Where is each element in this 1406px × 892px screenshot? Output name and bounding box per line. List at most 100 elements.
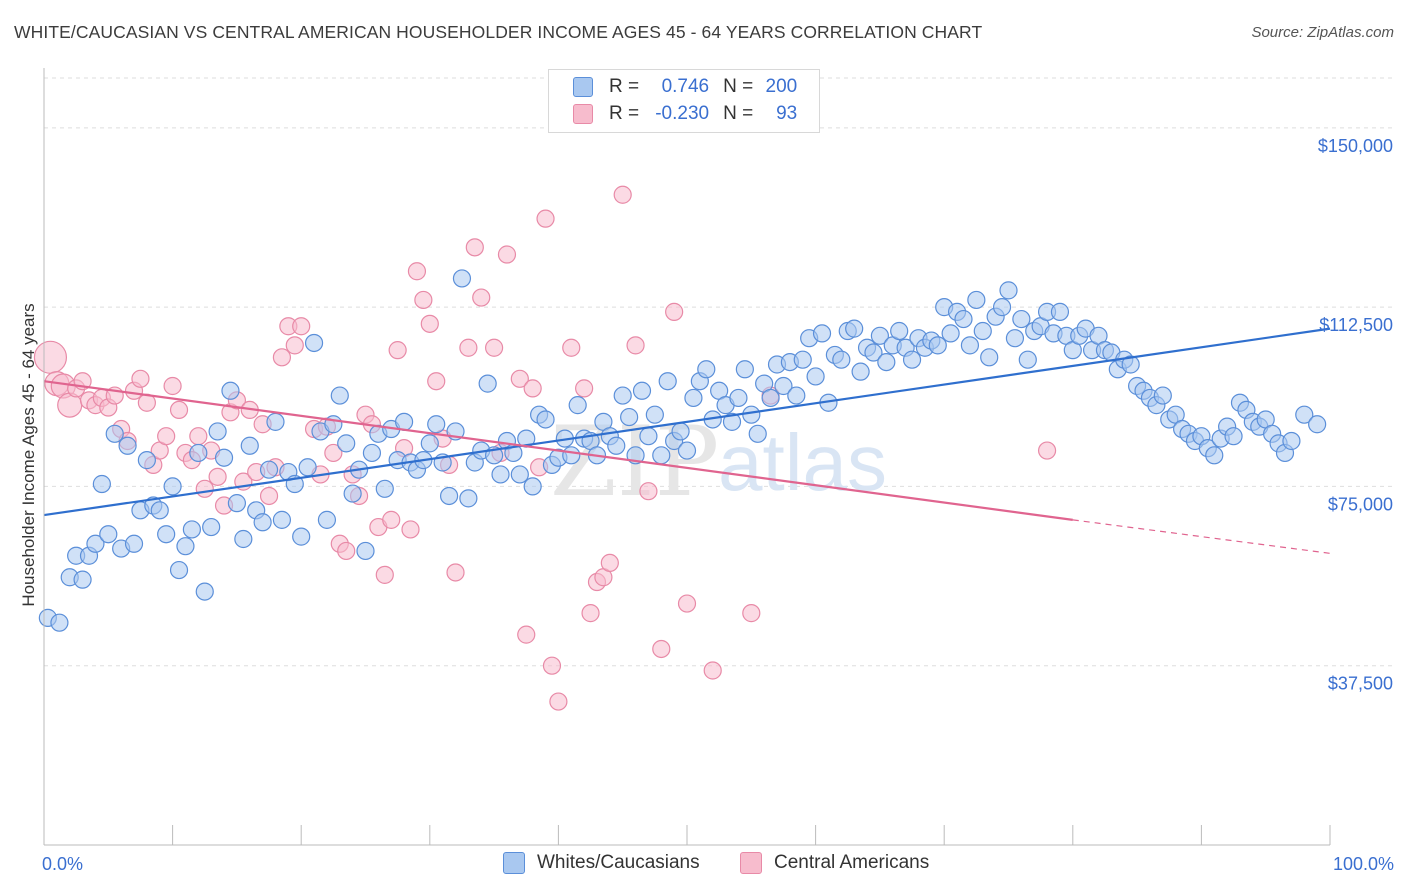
white-caucasian-point xyxy=(980,348,999,367)
central-american-point xyxy=(157,427,176,446)
central-american-point xyxy=(324,443,343,463)
central-american-point xyxy=(131,369,150,388)
white-caucasian-point xyxy=(427,415,446,434)
white-caucasian-point xyxy=(1205,446,1224,465)
central-american-point xyxy=(375,565,394,584)
white-caucasian-point xyxy=(967,290,986,310)
legend-r-value: 0.746 xyxy=(661,76,710,97)
central-american-point xyxy=(510,369,529,388)
y-axis-label: Householder Income Ages 45 - 64 years xyxy=(19,303,38,606)
white-caucasian-point xyxy=(272,510,292,529)
white-caucasian-point xyxy=(375,479,394,498)
bottom-legend-whites: Whites/Caucasians xyxy=(503,852,700,874)
white-caucasian-point xyxy=(1224,427,1243,446)
white-caucasian-point xyxy=(1012,309,1031,329)
source-credit: Source: ZipAtlas.com xyxy=(1251,24,1394,41)
white-caucasian-point xyxy=(1153,386,1172,405)
white-caucasian-point xyxy=(845,319,864,338)
white-caucasian-point xyxy=(973,321,992,341)
white-caucasian-point xyxy=(221,381,240,400)
bottom-legend-label: Central Americans xyxy=(774,852,930,873)
white-caucasian-point xyxy=(928,336,947,355)
white-caucasian-point xyxy=(137,451,156,470)
central-american-point xyxy=(189,427,208,446)
white-caucasian-point xyxy=(658,372,677,391)
white-caucasian-point xyxy=(812,324,832,343)
white-caucasian-point xyxy=(240,436,259,455)
legend-r-label: R = xyxy=(609,103,640,124)
central-american-point xyxy=(472,288,491,307)
white-caucasian-point xyxy=(568,396,587,415)
legend-swatch-pink xyxy=(573,104,593,124)
white-caucasian-point xyxy=(459,489,478,508)
central-american-point xyxy=(446,563,465,582)
white-caucasian-point xyxy=(1005,329,1025,348)
white-caucasian-point xyxy=(86,534,105,553)
white-caucasian-point xyxy=(960,336,980,355)
white-caucasian-point xyxy=(607,436,626,455)
white-caucasian-point xyxy=(73,570,92,589)
central-american-point xyxy=(575,379,594,398)
central-american-point xyxy=(613,185,632,204)
white-caucasian-point xyxy=(362,443,382,463)
y-tick-label: $150,000 xyxy=(1318,136,1393,156)
central-american-point xyxy=(272,348,292,367)
central-american-point xyxy=(169,400,189,420)
white-caucasian-point xyxy=(562,446,581,465)
x-tick-label-max: 100.0% xyxy=(1333,854,1394,874)
central-american-point xyxy=(382,510,401,529)
y-tick-label: $112,500 xyxy=(1319,315,1393,335)
white-caucasian-point xyxy=(677,441,697,460)
central-american-point xyxy=(285,336,304,355)
white-caucasian-point xyxy=(266,412,285,431)
white-caucasian-point xyxy=(330,386,349,405)
legend-n-value: 93 xyxy=(776,103,798,124)
white-caucasian-point xyxy=(742,405,761,424)
white-caucasian-point xyxy=(735,360,754,379)
white-caucasian-point xyxy=(697,360,716,379)
bottom-legend-label: Whites/Caucasians xyxy=(537,852,700,873)
white-caucasian-point xyxy=(150,501,169,520)
central-american-point xyxy=(581,604,600,623)
whites-trend-line xyxy=(43,327,1331,517)
white-caucasian-point xyxy=(652,446,671,465)
white-caucasian-point xyxy=(806,367,825,386)
white-caucasian-point xyxy=(452,269,472,288)
central-american-point xyxy=(420,314,439,333)
central-american-point xyxy=(742,604,761,623)
white-caucasian-point xyxy=(992,298,1012,317)
legend-r-label: R = xyxy=(609,76,640,97)
white-caucasian-point xyxy=(748,424,767,443)
white-caucasian-point xyxy=(124,534,144,553)
central-american-point xyxy=(414,290,433,310)
white-caucasian-point xyxy=(999,281,1018,300)
central-american-point xyxy=(549,692,568,711)
white-caucasian-point xyxy=(234,529,253,549)
white-caucasian-point xyxy=(50,613,69,632)
central-american-point xyxy=(536,209,555,228)
legend-n-label: N = xyxy=(723,103,754,124)
central-american-point xyxy=(427,372,446,391)
central-american-point xyxy=(626,336,645,355)
legend-n-value: 200 xyxy=(765,76,798,97)
y-tick-label: $37,500 xyxy=(1328,674,1393,694)
white-caucasian-point xyxy=(227,494,246,513)
central-trend-extension xyxy=(1072,519,1331,554)
white-caucasian-point xyxy=(877,352,896,372)
stats-legend: R = 0.746 N = 200 R = -0.230 N = 93 xyxy=(548,69,820,133)
central-american-point xyxy=(407,262,427,281)
white-caucasian-point xyxy=(1295,405,1314,424)
central-american-point xyxy=(639,482,658,501)
central-american-point xyxy=(259,486,279,506)
central-american-point xyxy=(33,340,68,374)
bottom-swatch-pink xyxy=(740,852,762,874)
whites-points xyxy=(38,269,1327,632)
central-american-point xyxy=(1037,441,1057,460)
white-caucasian-point xyxy=(902,350,922,369)
white-caucasian-point xyxy=(195,582,214,601)
central-american-point xyxy=(208,467,227,486)
white-caucasian-point xyxy=(298,458,317,477)
white-caucasian-point xyxy=(253,513,272,532)
white-caucasian-point xyxy=(536,410,555,429)
